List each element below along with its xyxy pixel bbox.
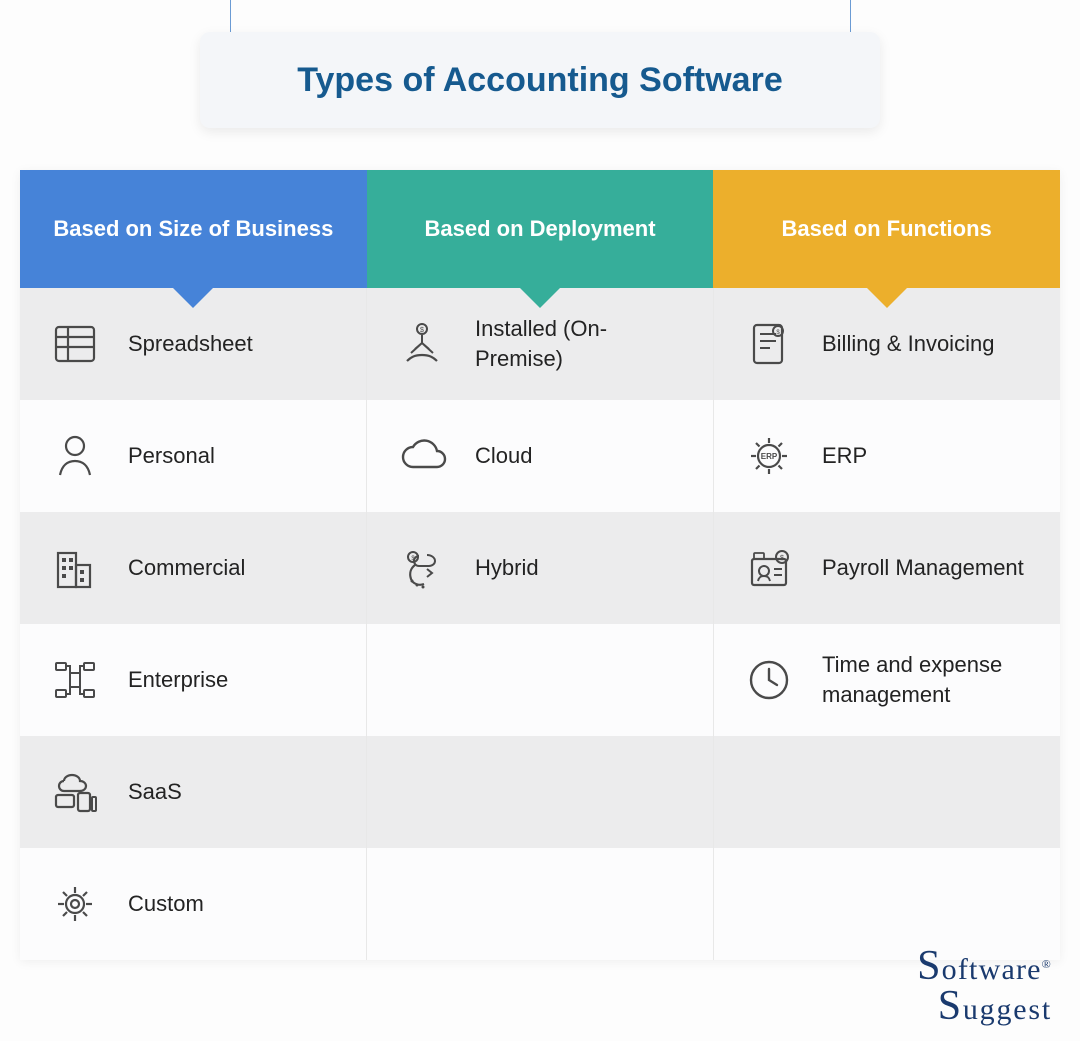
table-cell: Custom [20,848,367,960]
column-header: Based on Functions [713,170,1060,288]
cell-label: Hybrid [475,553,539,583]
cell-label: Commercial [128,553,245,583]
column-header-label: Based on Functions [782,216,992,242]
table-cell: Payroll Management [714,512,1060,624]
hybrid-icon [397,543,447,593]
table-cell: Commercial [20,512,367,624]
saas-icon [50,767,100,817]
logo-line-2: Suggest [917,987,1052,1027]
cell-label: Enterprise [128,665,228,695]
table-row: Custom [20,848,1060,960]
table-cell [714,736,1060,848]
cell-label: Billing & Invoicing [822,329,994,359]
table-cell [367,624,714,736]
payroll-icon [744,543,794,593]
table-rows: Spreadsheet Installed (On-Premise) Billing… [20,288,1060,960]
table-row: Commercial Hybrid Payroll Management [20,512,1060,624]
cell-label: Time and expense management [822,650,1030,709]
buildings-icon [50,543,100,593]
table-headers: Based on Size of Business Based on Deploy… [20,170,1060,288]
table-cell [367,736,714,848]
table-row: Enterprise Time and expense management [20,624,1060,736]
invoice-icon [744,319,794,369]
gear-icon [50,879,100,929]
column-header-label: Based on Size of Business [53,216,333,242]
spreadsheet-icon [50,319,100,369]
table-cell: Cloud [367,400,714,512]
table-cell [367,848,714,960]
table-cell: Personal [20,400,367,512]
table-row: SaaS [20,736,1060,848]
column-header: Based on Deployment [367,170,714,288]
table-cell: Time and expense management [714,624,1060,736]
network-icon [50,655,100,705]
table-cell: Hybrid [367,512,714,624]
types-table: Based on Size of Business Based on Deploy… [20,170,1060,960]
cell-label: Cloud [475,441,532,471]
table-row: Personal Cloud ERP [20,400,1060,512]
page-title: Types of Accounting Software [297,61,782,100]
person-icon [50,431,100,481]
footer-logo: Software® Suggest [917,947,1052,1027]
on-premise-icon [397,319,447,369]
column-header: Based on Size of Business [20,170,367,288]
table-cell: SaaS [20,736,367,848]
cloud-icon [397,431,447,481]
erp-gear-icon [744,431,794,481]
table-cell: ERP [714,400,1060,512]
cell-label: Payroll Management [822,553,1024,583]
title-box: Types of Accounting Software [200,32,880,128]
cell-label: Custom [128,889,204,919]
clock-icon [744,655,794,705]
table-cell [714,848,1060,960]
column-header-label: Based on Deployment [424,216,655,242]
cell-label: ERP [822,441,867,471]
table-cell: Enterprise [20,624,367,736]
cell-label: Personal [128,441,215,471]
cell-label: Spreadsheet [128,329,253,359]
cell-label: SaaS [128,777,182,807]
cell-label: Installed (On-Premise) [475,314,683,373]
logo-line-1: Software® [917,947,1052,987]
